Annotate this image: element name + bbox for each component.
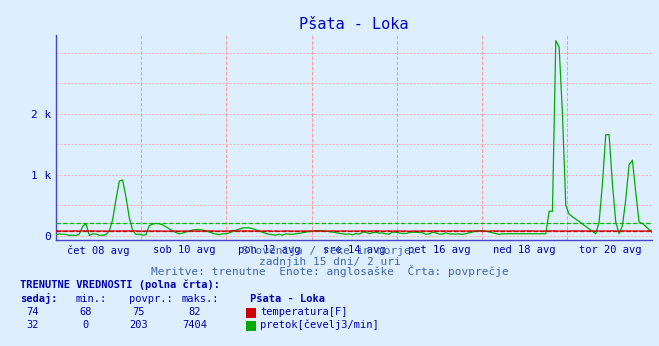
Text: temperatura[F]: temperatura[F] [260,307,348,317]
Text: Slovenija / reke in morje.: Slovenija / reke in morje. [242,246,417,256]
Text: povpr.:: povpr.: [129,294,172,304]
Text: pretok[čevelj3/min]: pretok[čevelj3/min] [260,319,379,330]
Text: TRENUTNE VREDNOSTI (polna črta):: TRENUTNE VREDNOSTI (polna črta): [20,279,219,290]
Text: sedaj:: sedaj: [20,293,57,304]
Text: min.:: min.: [76,294,107,304]
Title: Pšata - Loka: Pšata - Loka [299,17,409,32]
Text: 82: 82 [188,307,200,317]
Text: Meritve: trenutne  Enote: anglosaške  Črta: povprečje: Meritve: trenutne Enote: anglosaške Črta… [151,265,508,277]
Text: 0: 0 [82,320,89,330]
Text: 203: 203 [129,320,148,330]
Text: 75: 75 [132,307,144,317]
Text: 74: 74 [27,307,39,317]
Text: Pšata - Loka: Pšata - Loka [250,294,326,304]
Text: zadnjih 15 dni/ 2 uri: zadnjih 15 dni/ 2 uri [258,257,401,267]
Text: 7404: 7404 [182,320,207,330]
Text: 32: 32 [27,320,39,330]
Text: maks.:: maks.: [181,294,219,304]
Text: 68: 68 [80,307,92,317]
